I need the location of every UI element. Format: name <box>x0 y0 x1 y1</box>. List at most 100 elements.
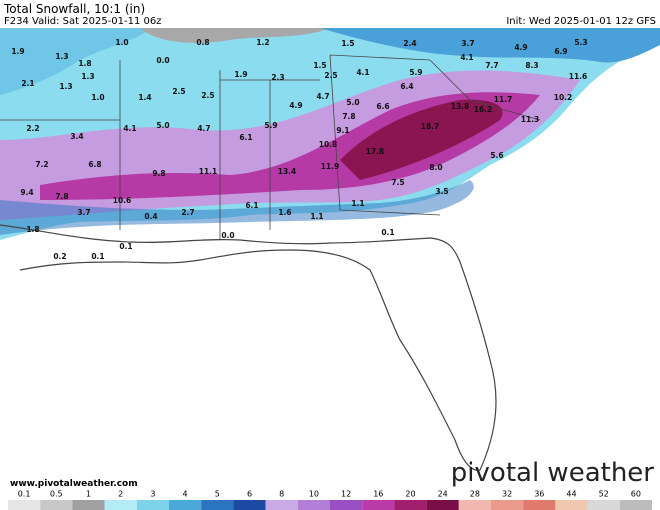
snowfall-label: 11.9 <box>321 162 340 171</box>
colorbar-label: 3 <box>150 490 155 499</box>
snowfall-label: 10.8 <box>319 140 338 149</box>
snowfall-label: 2.5 <box>172 87 185 96</box>
snowfall-label: 1.2 <box>256 38 269 47</box>
colorbar-label: 36 <box>534 490 544 499</box>
snowfall-label: 6.6 <box>376 102 389 111</box>
snowfall-label: 0.0 <box>156 56 169 65</box>
snowfall-label: 10.2 <box>554 93 573 102</box>
valid-time: F234 Valid: Sat 2025-01-11 06z <box>4 16 162 27</box>
snowfall-label: 16.2 <box>474 105 493 114</box>
colorbar-swatch <box>426 500 459 510</box>
snowfall-label: 2.4 <box>403 39 416 48</box>
snowfall-label: 7.7 <box>485 61 498 70</box>
colorbar-label: 4 <box>183 490 188 499</box>
map-labels: 1.9 1.3 1.8 1.3 1.0 0.8 0.0 1.2 1.5 2.4 3.7 4.9 5.3 6… <box>11 38 587 261</box>
snowfall-label: 0.1 <box>91 252 104 261</box>
colorbar-swatch <box>72 500 105 510</box>
snowfall-label: 9.1 <box>336 126 349 135</box>
snowfall-label: 1.0 <box>91 93 104 102</box>
colorbar-label: 24 <box>438 490 448 499</box>
snowfall-label: 0.1 <box>119 242 132 251</box>
colorbar-swatch <box>265 500 298 510</box>
colorbar-label: 2 <box>118 490 123 499</box>
colorbar-label: 10 <box>309 490 319 499</box>
snowfall-label: 1.8 <box>26 225 39 234</box>
snowfall-label: 5.3 <box>574 38 587 47</box>
colorbar-label: 52 <box>599 490 609 499</box>
snowfall-label: 6.4 <box>400 82 413 91</box>
snowfall-label: 11.6 <box>569 72 588 81</box>
snowfall-label: 3.7 <box>77 208 90 217</box>
snowfall-label: 1.9 <box>234 70 247 79</box>
snowfall-label: 5.6 <box>490 151 503 160</box>
snow-blue-dark <box>320 28 660 63</box>
snowfall-label: 5.9 <box>264 121 277 130</box>
init-time: Init: Wed 2025-01-01 12z GFS <box>506 16 656 27</box>
snowfall-label: 3.5 <box>435 187 448 196</box>
snowfall-label: 6.8 <box>88 160 101 169</box>
colorbar-label: 0.5 <box>50 490 63 499</box>
colorbar-swatch <box>169 500 202 510</box>
snow-gray <box>140 28 330 43</box>
colorbar-swatch <box>201 500 234 510</box>
colorbar-swatch <box>555 500 588 510</box>
snowfall-label: 11.7 <box>494 95 513 104</box>
colorbar-label: 6 <box>247 490 252 499</box>
snowfall-label: 1.5 <box>313 61 326 70</box>
colorbar-label: 1 <box>86 490 91 499</box>
snowfall-label: 8.0 <box>429 163 442 172</box>
snowfall-label: 6.1 <box>239 133 252 142</box>
snowfall-label: 4.9 <box>289 101 302 110</box>
snowfall-label: 1.9 <box>11 47 24 56</box>
colorbar-swatch <box>40 500 73 510</box>
colorbar-label: 32 <box>502 490 512 499</box>
snowfall-label: 7.2 <box>35 160 48 169</box>
colorbar-label: 28 <box>470 490 480 499</box>
snowfall-label: 0.8 <box>196 38 209 47</box>
snowfall-label: 11.1 <box>199 167 218 176</box>
snowfall-label: 1.1 <box>351 199 364 208</box>
snowfall-label: 13.4 <box>278 167 297 176</box>
colorbar-swatch <box>330 500 363 510</box>
snow-blue <box>0 28 150 95</box>
snowfall-label: 1.4 <box>138 93 151 102</box>
snowfall-label: 2.7 <box>181 208 194 217</box>
snowfall-label: 17.8 <box>366 147 385 156</box>
source-url: www.pivotalweather.com <box>10 479 138 489</box>
colorbar-swatch <box>362 500 395 510</box>
snowfall-label: 1.3 <box>55 52 68 61</box>
snowfall-label: 1.1 <box>310 212 323 221</box>
colorbar-label: 60 <box>631 490 641 499</box>
snowfall-label: 4.1 <box>123 124 136 133</box>
colorbar: 0.1 0.5 1 2 3 4 5 6 8 10 12 16 20 24 28 32 36 44 52 60 <box>8 490 652 510</box>
colorbar-label: 12 <box>341 490 351 499</box>
snowfall-label: 0.2 <box>53 252 66 261</box>
snowfall-label: 6.9 <box>554 47 567 56</box>
colorbar-label: 44 <box>566 490 576 499</box>
snowfall-label: 4.9 <box>514 43 527 52</box>
colorbar-swatch <box>458 500 491 510</box>
snowfall-label: 18.7 <box>421 122 440 131</box>
colorbar-swatch <box>104 500 137 510</box>
snowfall-label: 2.5 <box>324 71 337 80</box>
snowfall-label: 2.1 <box>21 79 34 88</box>
snowfall-label: 1.3 <box>81 72 94 81</box>
snowfall-label: 7.5 <box>391 178 404 187</box>
snowfall-label: 2.2 <box>26 124 39 133</box>
snowfall-label: 9.4 <box>20 188 33 197</box>
snowfall-label: 10.6 <box>113 196 132 205</box>
snowfall-label: 5.0 <box>346 98 359 107</box>
snow-heavy <box>340 99 503 180</box>
colorbar-label: 5 <box>215 490 220 499</box>
snowfall-label: 11.3 <box>521 115 540 124</box>
snowfall-label: 4.1 <box>460 53 473 62</box>
snowfall-label: 5.9 <box>409 68 422 77</box>
colorbar-swatch <box>8 500 41 510</box>
snowfall-label: 13.8 <box>451 102 470 111</box>
snowfall-label: 6.1 <box>245 201 258 210</box>
colorbar-swatch <box>619 500 652 510</box>
colorbar-swatch <box>394 500 427 510</box>
snowfall-label: 1.3 <box>59 82 72 91</box>
